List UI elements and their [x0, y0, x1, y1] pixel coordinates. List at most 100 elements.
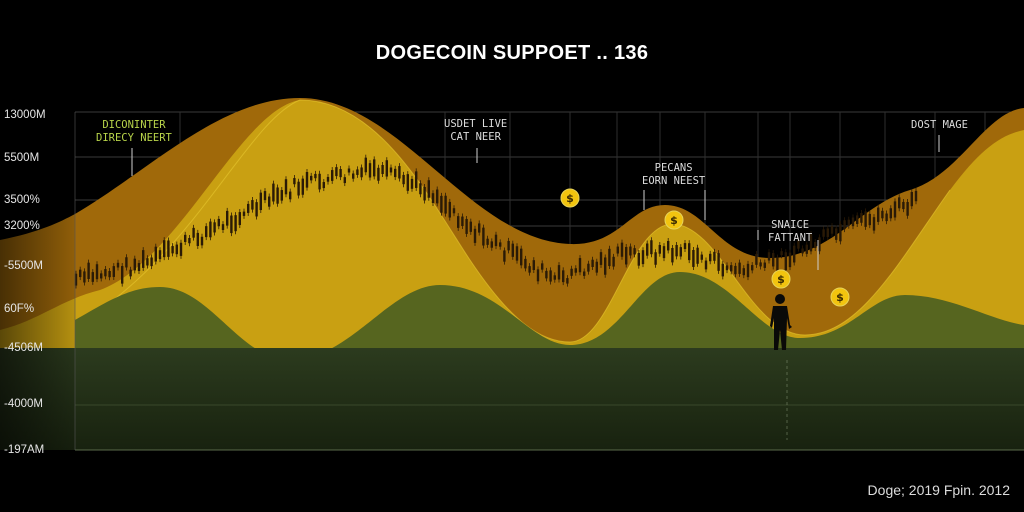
candle-body [318, 173, 321, 190]
candle-body [612, 256, 615, 267]
candle-body [793, 245, 796, 263]
candle-body [616, 246, 619, 254]
candle-body [436, 189, 439, 204]
candle-body [352, 173, 355, 179]
candle-body [347, 168, 351, 173]
candle-body [360, 167, 363, 178]
candle-body [167, 240, 170, 257]
candle-body [910, 192, 913, 207]
candle-body [709, 253, 712, 262]
candle-body [692, 249, 695, 267]
candle-body [465, 218, 468, 234]
candle-body [788, 252, 792, 268]
candle-body [700, 254, 703, 260]
candle-body [423, 186, 426, 201]
person-silhouette-icon [770, 294, 792, 350]
candle-body [721, 263, 724, 277]
candle-body [419, 183, 422, 195]
annotation-pointers [131, 135, 940, 270]
annotation-label: PECANS EORN NEEST [642, 162, 706, 187]
candle-body [276, 187, 279, 204]
candle-body [805, 244, 808, 254]
candle-body [259, 192, 262, 211]
candle-body [74, 273, 78, 286]
candle-body [738, 262, 741, 274]
candle-body [402, 174, 405, 185]
candle-body [784, 252, 787, 271]
candle-body [200, 236, 204, 246]
candle-body [79, 269, 82, 278]
y-tick-label: 3500% [4, 194, 40, 206]
annotation-label: USDET LIVE CAT NEER [444, 118, 508, 143]
candle-body [322, 182, 325, 189]
coin-circle [664, 210, 684, 230]
candle-body [263, 191, 267, 201]
candle-body [343, 177, 346, 184]
annotation-label: DOST MAGE [911, 119, 968, 131]
candle-body [553, 275, 556, 280]
coin-icon: $ [771, 269, 791, 289]
candle-body [142, 250, 145, 268]
candle-body [914, 190, 918, 202]
candle-body [541, 263, 544, 270]
candle-body [767, 252, 771, 261]
candle-body [650, 240, 653, 255]
candle-body [536, 269, 540, 282]
candle-body [179, 242, 183, 256]
candle-body [490, 241, 493, 248]
candle-body [872, 217, 876, 231]
candle-body [364, 157, 367, 173]
y-tick-label: -4506M [4, 342, 43, 354]
footer-caption: Doge; 2019 Fpin. 2012 [867, 482, 1010, 498]
candle-body [184, 234, 187, 242]
candle-body [658, 245, 661, 254]
candle-body [608, 248, 611, 267]
candle-body [452, 208, 456, 214]
candle-body [410, 178, 414, 189]
candle-body [83, 271, 86, 283]
coin-symbol: $ [566, 192, 574, 205]
candle-body [440, 195, 443, 213]
candle-body [822, 229, 825, 237]
candle-body [381, 164, 384, 175]
candle-body [503, 250, 506, 262]
candle-body [885, 213, 888, 222]
candle-body [385, 160, 388, 177]
candle-body [268, 196, 271, 207]
candle-body [877, 207, 880, 222]
candle-body [629, 246, 632, 256]
candle-body [272, 183, 275, 202]
candle-body [150, 257, 153, 267]
candle-body [780, 251, 783, 256]
candle-body [209, 221, 212, 238]
candle-body [507, 240, 510, 251]
candle-body [230, 215, 233, 234]
candle-body [545, 270, 548, 279]
candle-body [314, 173, 317, 179]
candle-body [591, 259, 594, 267]
candle-body [242, 211, 246, 216]
candle-body [251, 200, 254, 210]
candle-body [688, 243, 691, 261]
candle-body [860, 212, 863, 223]
yellow-band-area [0, 100, 1024, 348]
candle-body [599, 252, 603, 265]
candle-body [578, 258, 582, 273]
floor-area [0, 348, 1024, 450]
coin-circle [830, 287, 850, 307]
candle-body [473, 228, 477, 243]
candle-body [625, 246, 628, 265]
candle-body [772, 253, 775, 267]
candle-body [373, 159, 376, 177]
candle-body [511, 243, 514, 257]
candle-body [280, 190, 283, 201]
candle-body [843, 220, 846, 230]
candle-body [137, 263, 141, 272]
candle-body [247, 203, 250, 213]
candle-body [108, 270, 111, 278]
candle-body [683, 243, 687, 250]
candle-body [675, 244, 678, 257]
candle-body [289, 191, 292, 200]
candle-body [679, 247, 682, 257]
